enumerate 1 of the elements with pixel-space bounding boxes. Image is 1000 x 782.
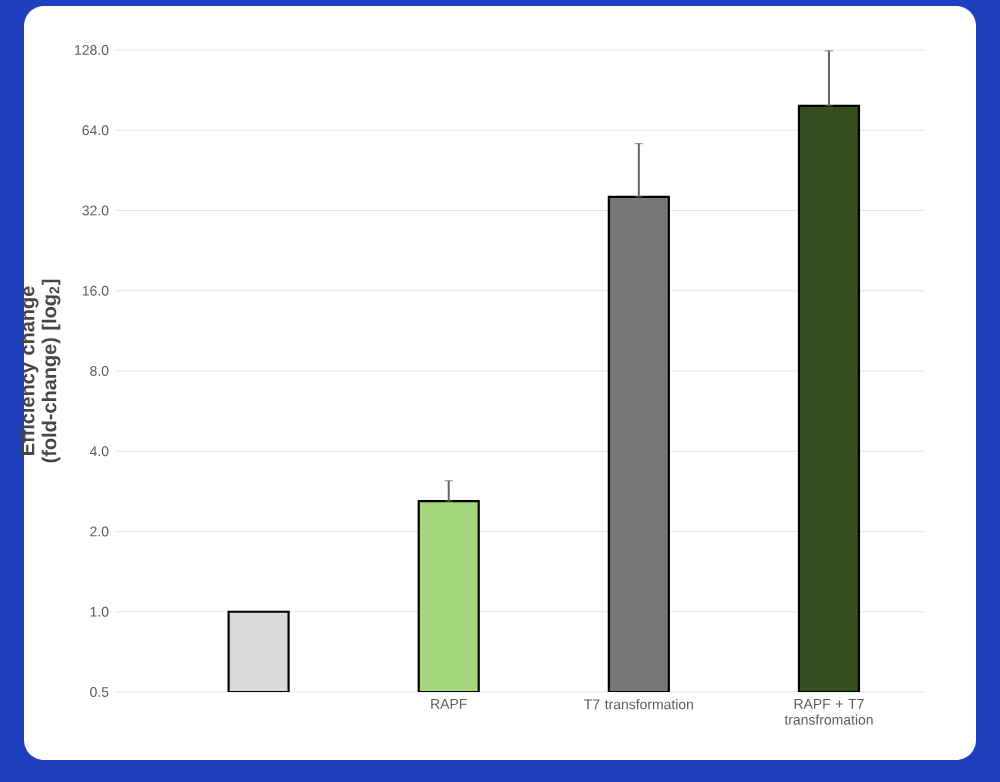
y-axis-title: Efficiency change (fold-change) [log$_{2}$] [19,279,61,463]
